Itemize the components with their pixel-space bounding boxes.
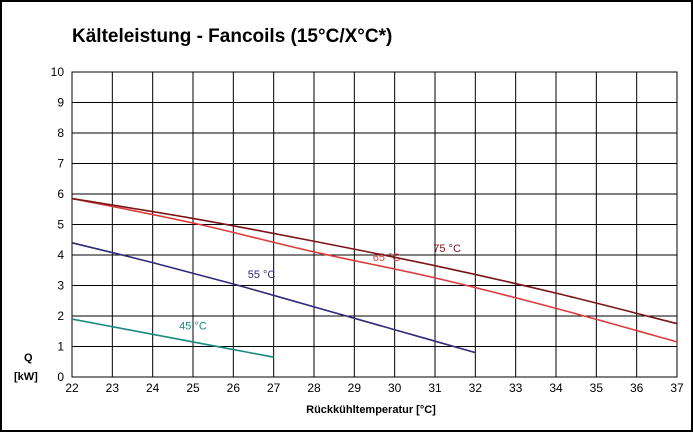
series-label: 55 °C: [248, 269, 276, 281]
x-tick-label: 35: [590, 381, 604, 395]
y-tick-label: 4: [57, 248, 64, 262]
y-tick-label: 10: [51, 65, 65, 79]
x-tick-label: 36: [630, 381, 644, 395]
y-tick-label: 3: [57, 279, 64, 293]
x-tick-label: 33: [509, 381, 523, 395]
y-axis-label: Q: [24, 352, 33, 364]
chart-title: Kälteleistung - Fancoils (15°C/X°C*): [72, 26, 392, 47]
series-line: [71, 318, 274, 358]
x-axis-label: Rückkühltemperatur [°C]: [306, 404, 436, 416]
y-axis-unit: [kW]: [14, 371, 38, 383]
y-tick-label: 2: [57, 309, 64, 323]
x-tick-label: 25: [186, 381, 200, 395]
y-tick-label: 0: [57, 370, 64, 384]
x-tick-label: 23: [106, 381, 120, 395]
chart-svg: Kälteleistung - Fancoils (15°C/X°C*) 45 …: [14, 26, 684, 416]
x-tick-label: 26: [227, 381, 241, 395]
series-label: 65 °C: [373, 252, 401, 264]
chart-series-group: 45 °C 55 °C 65 °C 75 °C: [71, 197, 678, 358]
series-line: [71, 197, 678, 325]
y-tick-label: 7: [57, 157, 64, 171]
x-tick-label: 29: [348, 381, 362, 395]
x-tick-label: 32: [469, 381, 483, 395]
y-tick-label: 9: [57, 96, 64, 110]
y-tick-label: 8: [57, 126, 64, 140]
series-line: [71, 197, 678, 343]
x-tick-label: 28: [307, 381, 321, 395]
x-tick-label: 31: [428, 381, 442, 395]
series-label: 75 °C: [433, 243, 461, 255]
x-tick-label: 22: [65, 381, 79, 395]
y-tick-label: 1: [57, 340, 64, 354]
chart-grid: [71, 71, 678, 378]
x-tick-label: 34: [549, 381, 563, 395]
y-tick-label: 6: [57, 187, 64, 201]
y-tick-label: 5: [57, 218, 64, 232]
chart-ticks: 22 23 24 25 26 27 28 29 30 31 32 33 34 35 36 3701234567…: [51, 65, 684, 395]
series-label: 45 °C: [179, 321, 207, 333]
x-tick-label: 24: [146, 381, 160, 395]
x-tick-label: 27: [267, 381, 281, 395]
series-line: [71, 242, 476, 354]
plot-border: [71, 71, 678, 378]
x-tick-label: 30: [388, 381, 402, 395]
x-tick-label: 37: [670, 381, 684, 395]
